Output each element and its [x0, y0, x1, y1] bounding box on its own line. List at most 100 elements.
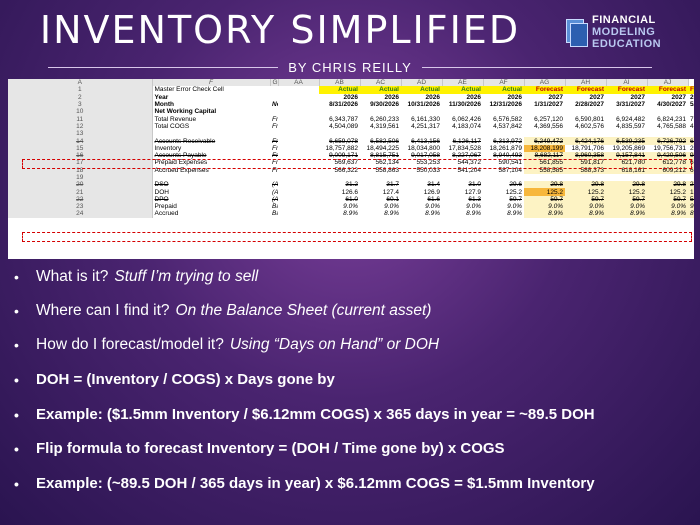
cell-value: 4,369,556	[534, 122, 563, 130]
spacer-cell	[278, 174, 319, 181]
cell-value	[442, 174, 483, 181]
cell-value: 59.7	[524, 195, 565, 204]
cell-value: 9.0%	[343, 203, 358, 211]
cell-value: 29.8	[524, 181, 565, 189]
cell-value: 6,924,482	[616, 115, 645, 123]
byline-rule-right	[421, 66, 652, 68]
table-row: 19	[8, 173, 694, 182]
row-note: Balance / Revenue	[272, 203, 278, 211]
spreadsheet-screenshot: A F G AA AB AC AD AE AF AG AH AI AJ 1 Master Error Che…	[8, 79, 694, 259]
cell-value	[647, 108, 688, 115]
cell-value: 127.4	[382, 188, 399, 196]
cell-value	[442, 130, 483, 137]
cell-value: 4,946,796	[690, 122, 694, 130]
cell-value: 125.2	[647, 188, 688, 196]
cell-value: 8,960,358	[565, 151, 606, 160]
cell-value: 125.2	[524, 188, 565, 196]
row-note: Notes	[272, 101, 278, 109]
byline-text: BY CHRIS REILLY	[288, 59, 412, 75]
cell-value: 9.0%	[647, 203, 688, 211]
row-label: DOH	[154, 188, 169, 196]
row-note: From Income Statement	[272, 115, 278, 123]
cell-value	[565, 130, 606, 137]
row-note: (Avg AP / COGS) * 90	[272, 195, 278, 203]
cell-value: 591,817	[565, 159, 606, 167]
bullet-text: DOH = (Inventory / COGS) x Days gone by	[36, 371, 335, 388]
cell-value	[319, 130, 360, 137]
cell-value	[647, 130, 688, 137]
cell-value	[688, 174, 694, 181]
cell-value: 5/31/2027	[690, 101, 694, 109]
column-header-row: A F G AA AB AC AD AE AF AG AH AI AJ	[8, 79, 694, 87]
cell-value: 6,126,117	[452, 137, 481, 145]
row-label: DSO	[154, 181, 169, 189]
bullet-dot-icon: •	[14, 406, 19, 423]
cell-value: 590,541	[498, 159, 523, 167]
row-note	[270, 108, 278, 115]
cell-value: 8,940,493	[493, 152, 522, 160]
cell-value: 8.9%	[343, 210, 358, 218]
cell-value: 2027	[630, 93, 645, 101]
cell-value: 2026	[507, 93, 522, 101]
cell-value: 29.8	[647, 181, 688, 189]
column-letter: A	[8, 79, 153, 87]
spacer-cell	[278, 130, 319, 137]
table-row: 13	[8, 130, 694, 138]
spacer-cell	[278, 181, 319, 188]
cell-value: 618,161	[606, 166, 647, 174]
cell-value: 59.7	[509, 195, 522, 203]
spacer-cell	[278, 210, 319, 217]
cell-value: 6,824,231	[657, 115, 686, 123]
logo-line3: EDUCATION	[592, 38, 662, 50]
cell-value: Actual	[442, 86, 483, 94]
cell-value: 8.9%	[565, 210, 606, 218]
cell-value	[606, 108, 647, 115]
cell-value: Forecast	[688, 86, 694, 94]
cell-value: 558,863	[375, 166, 400, 174]
row-note: (Avg Inv / COGS) * 90	[272, 188, 278, 196]
row-label	[152, 174, 270, 181]
row-number: 15	[8, 144, 153, 152]
cell-value: 566,322	[334, 166, 359, 174]
spacer-cell	[278, 159, 319, 166]
bullet-item: • What is it? Stuff I’m trying to sell	[14, 268, 694, 286]
bullet-dot-icon: •	[14, 440, 19, 457]
table-row: 2 Year 2026 2026 2026 2026 2026 2027 2027 2027 202…	[8, 93, 694, 101]
column-letter: AI	[606, 79, 648, 87]
cell-value: 632,376	[688, 166, 694, 174]
bullet-dot-icon: •	[14, 371, 19, 388]
cell-value: 20,235,521	[690, 144, 694, 152]
cell-value: Actual	[483, 86, 524, 94]
spacer-cell	[278, 137, 319, 144]
cell-value: 6,576,582	[493, 115, 522, 123]
column-letter: AG	[524, 79, 566, 87]
cell-value: 8/31/2026	[329, 101, 358, 109]
row-note: From Income Statement	[272, 122, 278, 130]
row-number: 14	[8, 137, 153, 145]
cell-value: 126.9	[423, 188, 440, 196]
cell-value: Forecast	[606, 86, 647, 94]
cell-value: 8.9%	[524, 210, 565, 218]
cell-value: 126.6	[341, 188, 358, 196]
cell-value: 31.0	[468, 181, 481, 189]
row-number: 12	[8, 122, 153, 131]
bullet-emphasis: On the Balance Sheet (current asset)	[175, 302, 432, 319]
cell-value: 621,780	[606, 159, 647, 167]
cell-value	[688, 108, 694, 115]
cell-value: 4,602,576	[575, 122, 604, 130]
cell-value: 19,756,731	[653, 144, 686, 152]
cell-value: 31.7	[386, 181, 399, 189]
cell-value	[606, 130, 647, 137]
cell-value: Forecast	[524, 86, 565, 94]
cell-value: 9/30/2026	[370, 101, 399, 109]
byline: BY CHRIS REILLY	[0, 58, 700, 76]
cell-value: 612,778	[647, 159, 688, 167]
bullet-text: Flip formula to forecast Inventory = (DO…	[36, 440, 505, 457]
cell-value: 8,682,117	[524, 151, 565, 160]
cell-value	[483, 174, 524, 181]
cell-value	[565, 108, 606, 115]
cell-value	[360, 130, 401, 137]
spacer-cell	[278, 94, 319, 101]
